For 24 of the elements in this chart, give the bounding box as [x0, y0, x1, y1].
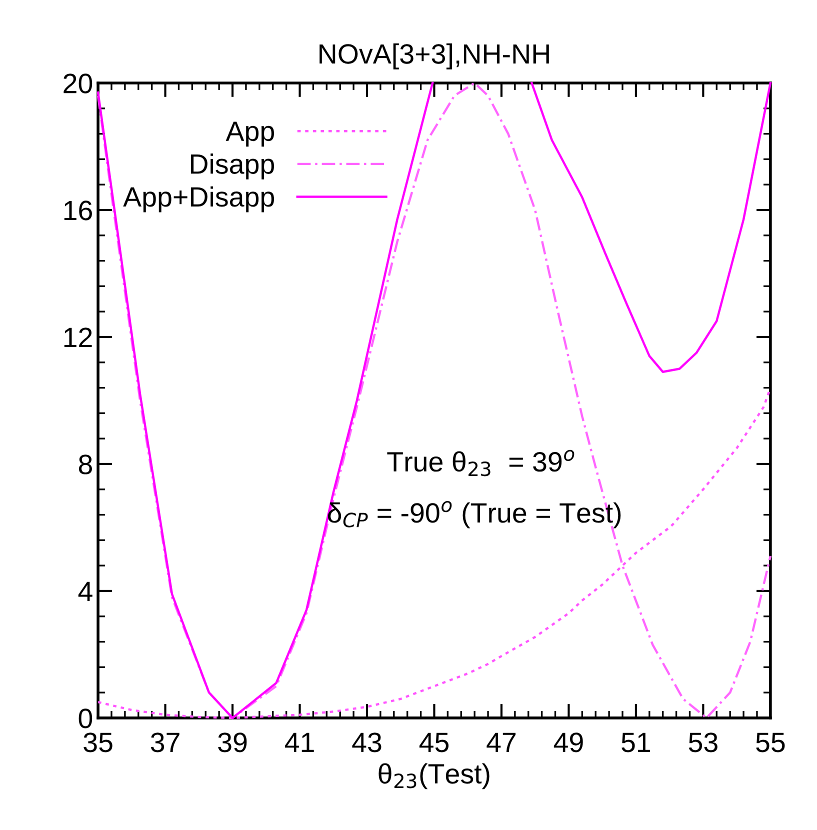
x-tick-label: 39 — [218, 732, 247, 752]
chart-title: NOvA[3+3],NH-NH — [320, 43, 549, 70]
x-tick-label: 45 — [419, 732, 449, 752]
x-tick-label: 47 — [486, 732, 516, 752]
y-tick-label: 8 — [78, 454, 92, 474]
legend-label: App+Disapp — [123, 186, 274, 212]
x-tick-label: 49 — [554, 732, 583, 752]
y-tick-label: 12 — [64, 328, 92, 348]
x-tick-label: 55 — [756, 732, 785, 752]
x-tick-label: 53 — [688, 732, 718, 752]
x-tick-label: 43 — [352, 732, 382, 752]
x-axis-title: θ$_{23}$(Test) — [378, 763, 490, 790]
x-tick-label: 37 — [150, 732, 180, 752]
line-series — [96, 82, 772, 720]
y-tick-label: 4 — [78, 582, 92, 602]
y-tick-label: 20 — [64, 74, 92, 94]
x-tick-label: 41 — [284, 732, 314, 752]
y-tick-label: 0 — [78, 708, 92, 728]
x-tick-label: 35 — [84, 732, 112, 752]
legend-label: Disapp — [190, 154, 274, 180]
annotation: True θ$_{23}$ = 39$^{o}$ — [387, 450, 574, 476]
x-tick-label: 51 — [622, 732, 650, 752]
legend-label: App — [226, 122, 274, 147]
y-tick-label: 16 — [64, 200, 92, 220]
